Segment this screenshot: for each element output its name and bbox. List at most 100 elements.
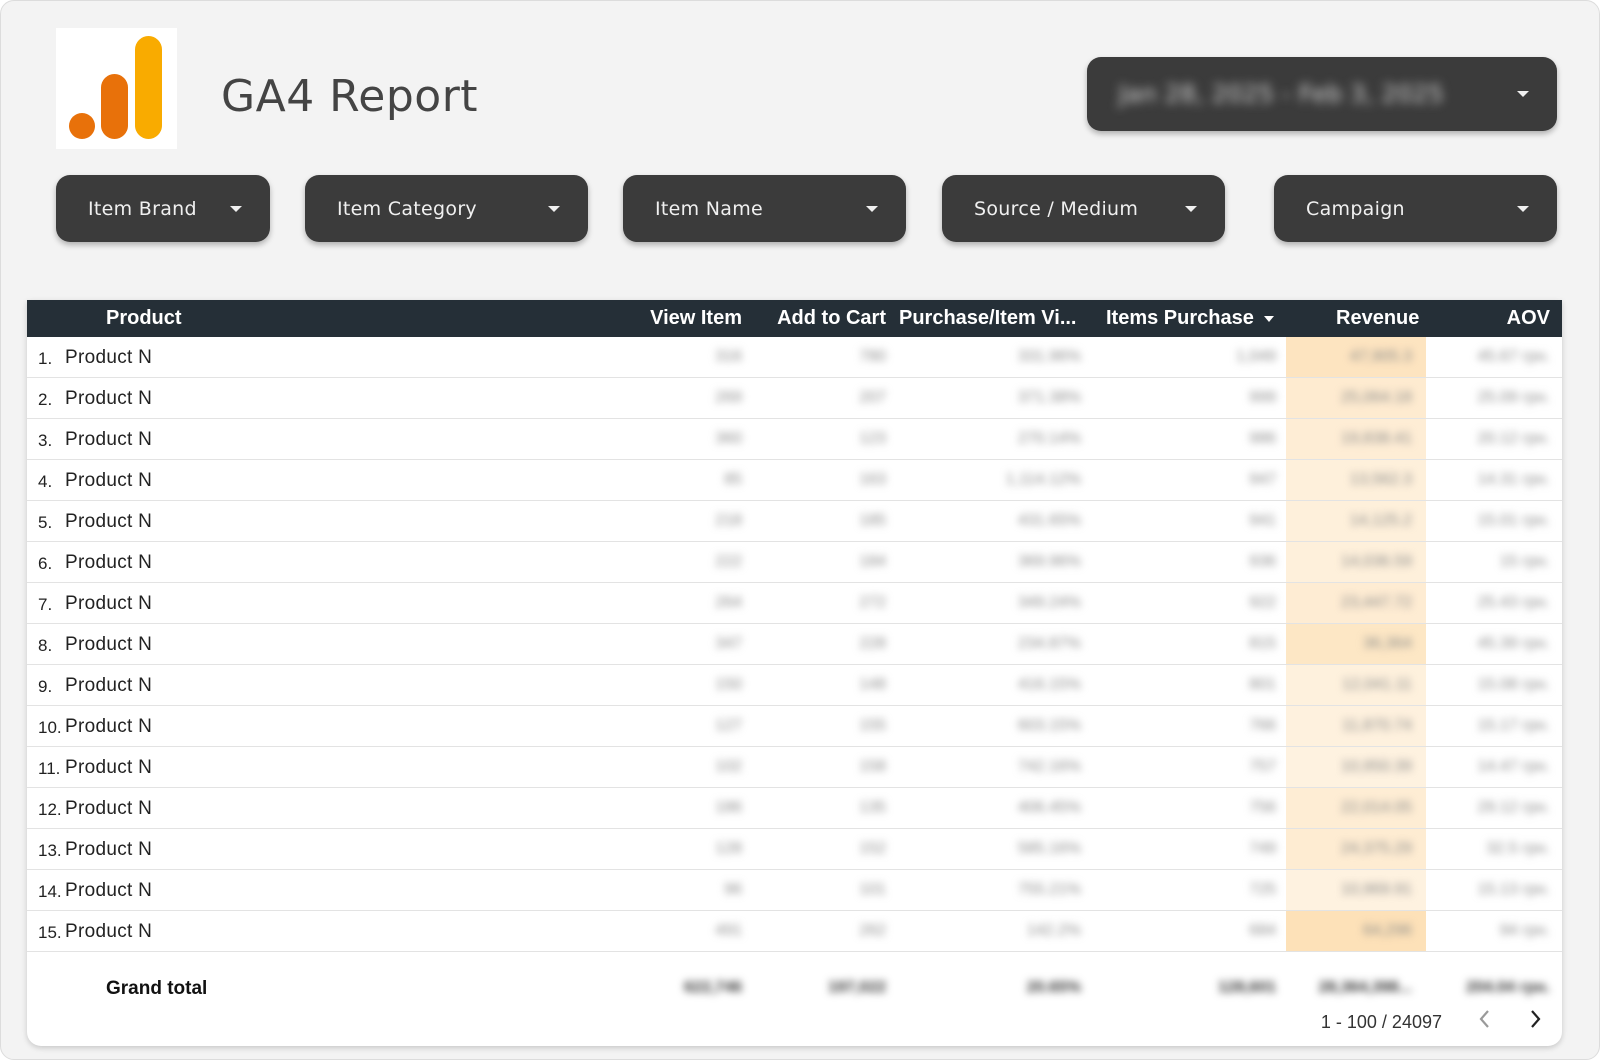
filter-item-name[interactable]: Item Name (623, 175, 906, 242)
product-name: Product N (65, 798, 153, 819)
filter-item-category[interactable]: Item Category (305, 175, 588, 242)
table-row[interactable]: 3. Product N 360 123 270.14% 986 19,838.41 20.1… (27, 419, 1562, 460)
column-header-purchase-item-view[interactable]: Purchase/Item Vi... (899, 307, 1077, 329)
cell-revenue: 47,905.3 (1349, 348, 1412, 365)
cell-view-item: 269 (715, 389, 742, 406)
row-number: 4. (38, 472, 53, 491)
cell-add-to-cart: 155 (859, 717, 886, 734)
cell-purchase-item-view: 585.16% (1017, 840, 1081, 857)
cell-revenue: 14,125.2 (1349, 512, 1412, 529)
caret-down-icon (866, 205, 878, 212)
table-row[interactable]: 4. Product N 85 163 1,114.12% 947 13,562.3 14.3… (27, 460, 1562, 501)
cell-add-to-cart: 101 (859, 881, 886, 898)
row-number: 15. (38, 923, 62, 942)
cell-aov: 45.39 грн. (1477, 635, 1551, 652)
table-row[interactable]: 15. Product N 491 262 142.2% 684 64,296 94 грн. (27, 911, 1562, 952)
table-header: Product View Item Add to Cart Purchase/I… (27, 300, 1562, 337)
revenue-heat-cell (1286, 788, 1426, 829)
row-number: 11. (38, 759, 61, 778)
table-row[interactable]: 13. Product N 128 152 585.16% 749 24,375.29 32.… (27, 829, 1562, 870)
cell-revenue: 25,064.18 (1340, 389, 1412, 406)
cell-aov: 45.67 грн. (1477, 348, 1551, 365)
row-number: 2. (38, 390, 53, 409)
pagination-prev-button[interactable] (1474, 1006, 1496, 1032)
row-number: 6. (38, 554, 53, 573)
cell-revenue: 23,447.72 (1340, 594, 1412, 611)
revenue-heat-cell (1286, 665, 1426, 706)
cell-items-purchase: 815 (1249, 635, 1276, 652)
table-row[interactable]: 1. Product N 316 780 331.96% 1,049 47,905.3 45.… (27, 337, 1562, 378)
cell-revenue: 10,950.39 (1340, 758, 1412, 775)
cell-view-item: 85 (724, 471, 742, 488)
column-header-label: Items Purchase (1106, 307, 1254, 329)
table-row[interactable]: 8. Product N 347 228 234.87% 815 36,364 45.39 г… (27, 624, 1562, 665)
cell-add-to-cart: 262 (859, 922, 886, 939)
cell-add-to-cart: 184 (859, 553, 886, 570)
table-row[interactable]: 7. Product N 264 272 349.24% 922 23,447.72 25.4… (27, 583, 1562, 624)
revenue-heatmap-column (1286, 337, 1426, 959)
cell-aov: 15.13 грн. (1477, 881, 1551, 898)
cell-add-to-cart: 207 (859, 389, 886, 406)
row-number: 12. (38, 800, 62, 819)
cell-aov: 29.12 грн. (1477, 799, 1551, 816)
table-row[interactable]: 2. Product N 269 207 371.38% 999 25,064.18 25.0… (27, 378, 1562, 419)
total-revenue: 28,364,398... (1318, 979, 1412, 996)
filter-source-medium[interactable]: Source / Medium (942, 175, 1225, 242)
table-row[interactable]: 6. Product N 222 184 369.96% 936 14,036.59 15 г… (27, 542, 1562, 583)
revenue-heat-cell (1286, 706, 1426, 747)
product-name: Product N (65, 839, 153, 860)
cell-view-item: 128 (715, 840, 742, 857)
row-number: 3. (38, 431, 53, 450)
date-range-picker[interactable]: Jan 28, 2025 - Feb 3, 2025 (1087, 57, 1557, 131)
cell-view-item: 491 (715, 922, 742, 939)
total-items-purchase: 128,601 (1218, 979, 1276, 996)
column-header-add-to-cart[interactable]: Add to Cart (777, 307, 886, 329)
table-row[interactable]: 5. Product N 218 185 431.65% 941 14,125.2 15.01… (27, 501, 1562, 542)
filter-campaign[interactable]: Campaign (1274, 175, 1557, 242)
filter-item-brand[interactable]: Item Brand (56, 175, 270, 242)
cell-revenue: 36,364 (1363, 635, 1412, 652)
pagination-next-button[interactable] (1524, 1006, 1546, 1032)
cell-items-purchase: 986 (1249, 430, 1276, 447)
cell-items-purchase: 947 (1249, 471, 1276, 488)
column-header-product[interactable]: Product (106, 307, 182, 329)
filter-label: Campaign (1306, 197, 1405, 220)
cell-view-item: 127 (715, 717, 742, 734)
product-name: Product N (65, 716, 153, 737)
cell-revenue: 24,375.29 (1340, 840, 1412, 857)
column-header-revenue[interactable]: Revenue (1336, 307, 1420, 329)
row-number: 13. (38, 841, 62, 860)
date-range-value: Jan 28, 2025 - Feb 3, 2025 (1119, 80, 1444, 108)
cell-items-purchase: 749 (1249, 840, 1276, 857)
filter-label: Item Brand (88, 197, 197, 220)
cell-purchase-item-view: 406.45% (1017, 799, 1081, 816)
cell-purchase-item-view: 349.24% (1017, 594, 1081, 611)
chevron-right-icon (1531, 1010, 1541, 1028)
revenue-heat-cell (1286, 460, 1426, 501)
table-row[interactable]: 11. Product N 102 158 742.16% 757 10,950.39 14.… (27, 747, 1562, 788)
table-row[interactable]: 12. Product N 186 135 406.45% 756 22,014.05 29.… (27, 788, 1562, 829)
cell-view-item: 360 (715, 430, 742, 447)
row-number: 1. (38, 349, 53, 368)
caret-down-icon (1517, 91, 1529, 97)
filter-label: Source / Medium (974, 197, 1139, 220)
row-number: 14. (38, 882, 62, 901)
ga4-logo (56, 28, 177, 149)
column-header-view-item[interactable]: View Item (650, 307, 742, 329)
column-header-items-purchase[interactable]: Items Purchase (1106, 300, 1274, 337)
cell-revenue: 13,562.3 (1349, 471, 1412, 488)
cell-add-to-cart: 123 (859, 430, 886, 447)
table-row[interactable]: 14. Product N 96 101 755.21% 725 10,969.91 15.1… (27, 870, 1562, 911)
table-row[interactable]: 9. Product N 150 148 416.15% 801 12,041.11 15.0… (27, 665, 1562, 706)
cell-aov: 32.5 грн. (1486, 840, 1550, 857)
product-name: Product N (65, 921, 153, 942)
caret-down-icon (1517, 205, 1529, 212)
chevron-left-icon (1479, 1010, 1489, 1028)
row-number: 5. (38, 513, 53, 532)
product-name: Product N (65, 880, 153, 901)
page-title: GA4 Report (221, 71, 479, 122)
table-row[interactable]: 10. Product N 127 155 603.15% 766 11,870.74 15.… (27, 706, 1562, 747)
product-name: Product N (65, 429, 153, 450)
column-header-aov[interactable]: AOV (1506, 307, 1550, 329)
